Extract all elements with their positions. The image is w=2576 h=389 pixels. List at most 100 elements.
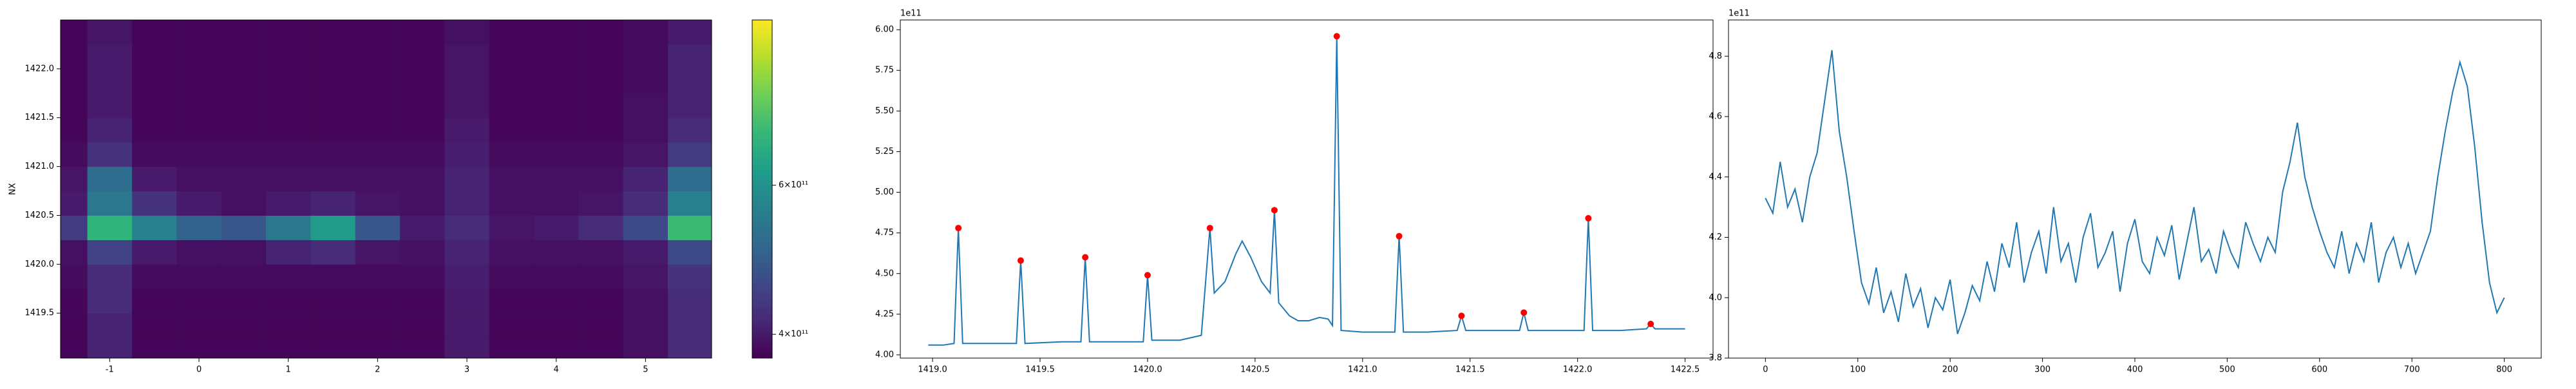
- heatmap-cell: [668, 313, 712, 338]
- heatmap-cell: [668, 142, 712, 167]
- heatmap-cell: [61, 68, 88, 94]
- heatmap-cell: [310, 117, 356, 143]
- heatmap-cell: [534, 142, 579, 167]
- x-tick-label: 800: [2496, 365, 2512, 375]
- heatmap-cell: [623, 215, 668, 240]
- heatmap-cell: [399, 240, 445, 265]
- heatmap-cell: [61, 44, 88, 70]
- heatmap-cell: [489, 264, 535, 289]
- heatmap-cell: [578, 240, 624, 265]
- heatmap-cell: [489, 289, 535, 314]
- heatmap-cell: [176, 117, 222, 143]
- heatmap-cell: [355, 44, 401, 70]
- y-tick-label: 4.50: [875, 269, 894, 278]
- heatmap-cell: [534, 93, 579, 119]
- heatmap-cell: [131, 313, 177, 338]
- heatmap-cell: [87, 215, 133, 240]
- heatmap-cell: [623, 20, 668, 45]
- heatmap-cell: [355, 191, 401, 216]
- heatmap-cell: [399, 215, 445, 240]
- heatmap-cell: [265, 20, 311, 45]
- heatmap-cell: [355, 215, 401, 240]
- heatmap-cell: [87, 68, 133, 94]
- heatmap-cell: [444, 166, 490, 192]
- heatmap-cell: [87, 44, 133, 70]
- heatmap-cell: [176, 44, 222, 70]
- heatmap-cell: [221, 191, 267, 216]
- heatmap-cell: [444, 240, 490, 265]
- peak-marker: [1017, 257, 1024, 264]
- heatmap-cell: [221, 289, 267, 314]
- heatmap-cell: [489, 93, 535, 119]
- heatmap-cell: [176, 313, 222, 338]
- x-tick-label: 200: [1942, 365, 1958, 375]
- heatmap-cell: [87, 166, 133, 192]
- heatmap-cell: [668, 215, 712, 240]
- heatmap-cell: [61, 240, 88, 265]
- x-tick-label: -1: [106, 365, 114, 375]
- heatmap-cell: [668, 20, 712, 45]
- axes-frame: [1728, 19, 2542, 359]
- heatmap-cell: [399, 44, 445, 70]
- heatmap-cell: [310, 68, 356, 94]
- colorbar-tick-label: 4×10¹¹: [779, 330, 808, 339]
- y-tick-label: 1422.0: [25, 64, 55, 73]
- heatmap-cell: [265, 191, 311, 216]
- heatmap-cell: [399, 93, 445, 119]
- heatmap-cell: [534, 20, 579, 45]
- heatmap-cell: [623, 93, 668, 119]
- x-tick-label: 600: [2311, 365, 2327, 375]
- heatmap-cell: [221, 313, 267, 338]
- axes-frame: [900, 19, 1714, 359]
- heatmap-cell: [61, 215, 88, 240]
- heatmap-cell: [265, 240, 311, 265]
- heatmap-cell: [489, 20, 535, 45]
- heatmap-cell: [310, 337, 356, 358]
- x-tick-label: 2: [375, 365, 380, 375]
- heatmap-cell: [131, 142, 177, 167]
- heatmap-cell: [534, 337, 579, 358]
- y-tick-label: 4.4: [1709, 172, 1722, 182]
- heatmap-cell: [668, 166, 712, 192]
- colorbar: [752, 19, 773, 359]
- heatmap-cell: [489, 166, 535, 192]
- heatmap-cell: [265, 93, 311, 119]
- x-tick-label: 1: [286, 365, 291, 375]
- heatmap-cell: [61, 191, 88, 216]
- heatmap-cell: [534, 166, 579, 192]
- heatmap-cell: [534, 215, 579, 240]
- x-tick-label: 0: [1763, 365, 1768, 375]
- heatmap-cell: [623, 191, 668, 216]
- peak-marker: [1458, 312, 1465, 319]
- heatmap-cell: [131, 264, 177, 289]
- y-tick-label: 3.8: [1709, 354, 1722, 363]
- heatmap-cell: [399, 166, 445, 192]
- heatmap-cell: [578, 191, 624, 216]
- x-tick-label: 1422.0: [1563, 365, 1593, 375]
- y-tick-label: 1419.5: [25, 308, 55, 318]
- heatmap-cell: [489, 313, 535, 338]
- heatmap-cells: [61, 20, 712, 358]
- heatmap-cell: [444, 337, 490, 358]
- heatmap-cell: [131, 117, 177, 143]
- heatmap-cell: [310, 191, 356, 216]
- heatmap-cell: [444, 44, 490, 70]
- y-tick-label: 5.25: [875, 147, 894, 157]
- heatmap-cell: [61, 93, 88, 119]
- heatmap-cell: [221, 142, 267, 167]
- heatmap-cell: [265, 313, 311, 338]
- heatmap-cell: [61, 313, 88, 338]
- heatmap-cell: [61, 20, 88, 45]
- heatmap-cell: [176, 142, 222, 167]
- x-tick-label: 500: [2219, 365, 2235, 375]
- heatmap-cell: [489, 191, 535, 216]
- y-tick-label: 1420.0: [25, 260, 55, 269]
- heatmap-cell: [310, 142, 356, 167]
- heatmap-cell: [61, 166, 88, 192]
- peak-marker: [1333, 33, 1340, 40]
- y-tick-label: 6.00: [875, 25, 894, 35]
- x-tick-label: 700: [2404, 365, 2420, 375]
- line: [1765, 50, 2505, 334]
- x-tick-label: 1421.5: [1455, 365, 1485, 375]
- heatmap-cell: [399, 289, 445, 314]
